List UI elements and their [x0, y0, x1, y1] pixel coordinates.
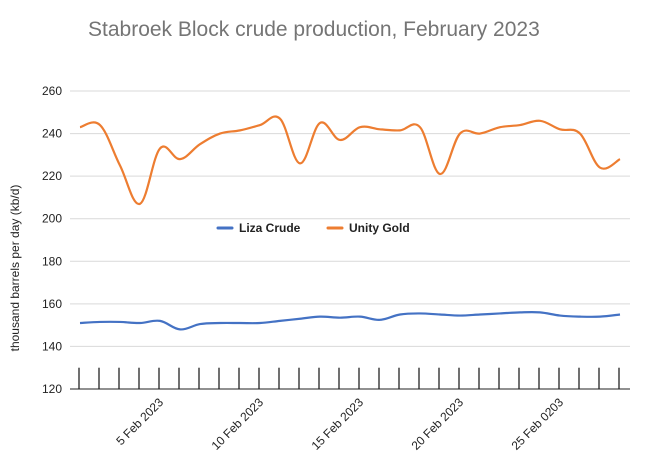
y-tick-label: 260 — [42, 84, 62, 98]
y-tick-label: 140 — [42, 339, 62, 353]
y-tick-label: 240 — [42, 127, 62, 141]
legend-label-unity-gold: Unity Gold — [349, 221, 410, 235]
y-axis-label: thousand barrels per day (kb/d) — [8, 185, 22, 352]
x-tick-label: 20 Feb 2023 — [409, 395, 467, 453]
y-axis-ticks: 120 140 160 180 200 220 240 260 — [42, 84, 62, 396]
y-tick-label: 160 — [42, 297, 62, 311]
x-tick-label: 25 Feb 0203 — [509, 395, 567, 453]
gridlines — [70, 90, 630, 347]
chart-title: Stabroek Block crude production, Februar… — [88, 18, 540, 41]
x-tick-label: 5 Feb 2023 — [113, 395, 166, 448]
series-lines — [79, 115, 621, 331]
y-tick-label: 120 — [42, 382, 62, 396]
x-axis — [70, 367, 630, 390]
legend: Liza Crude Unity Gold — [216, 221, 410, 235]
x-tick-label: 10 Feb 2023 — [209, 395, 267, 453]
y-tick-label: 220 — [42, 169, 62, 183]
y-tick-label: 200 — [42, 212, 62, 226]
x-tick-label: 15 Feb 2023 — [309, 395, 367, 453]
y-tick-label: 180 — [42, 254, 62, 268]
legend-label-liza-crude: Liza Crude — [239, 221, 301, 235]
series-line-unity-gold — [79, 115, 621, 205]
series-line-liza-crude — [79, 310, 621, 331]
x-axis-tick-labels: 5 Feb 2023 10 Feb 2023 15 Feb 2023 20 Feb 2… — [113, 395, 566, 453]
